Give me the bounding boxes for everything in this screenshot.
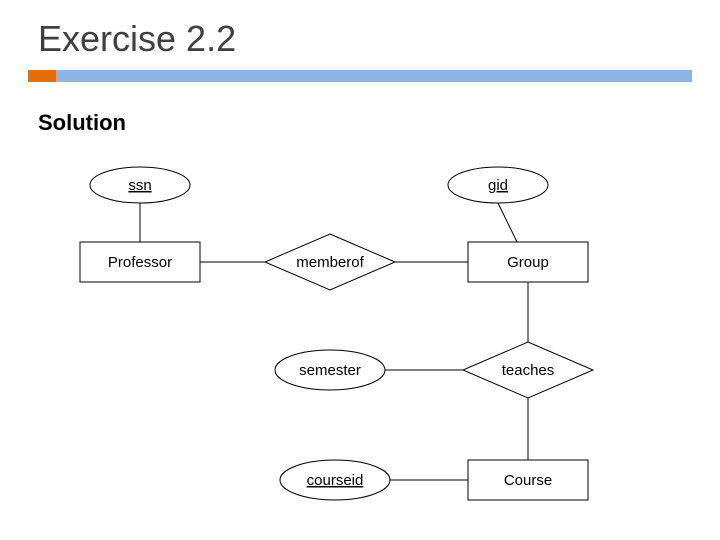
entity-course-label: Course — [504, 472, 552, 489]
rel-teaches-label: teaches — [502, 362, 555, 379]
entity-group-label: Group — [507, 254, 549, 271]
entity-professor-label: Professor — [108, 254, 172, 271]
attr-gid-label: gid — [488, 177, 508, 194]
rel-memberof-label: memberof — [296, 254, 364, 271]
edge — [498, 203, 517, 242]
attr-courseid-label: courseid — [307, 472, 364, 489]
attr-ssn-label: ssn — [128, 177, 151, 194]
attr-semester-label: semester — [299, 362, 361, 379]
er-diagram: ssn gid Professor memberof Group semeste… — [0, 0, 720, 540]
